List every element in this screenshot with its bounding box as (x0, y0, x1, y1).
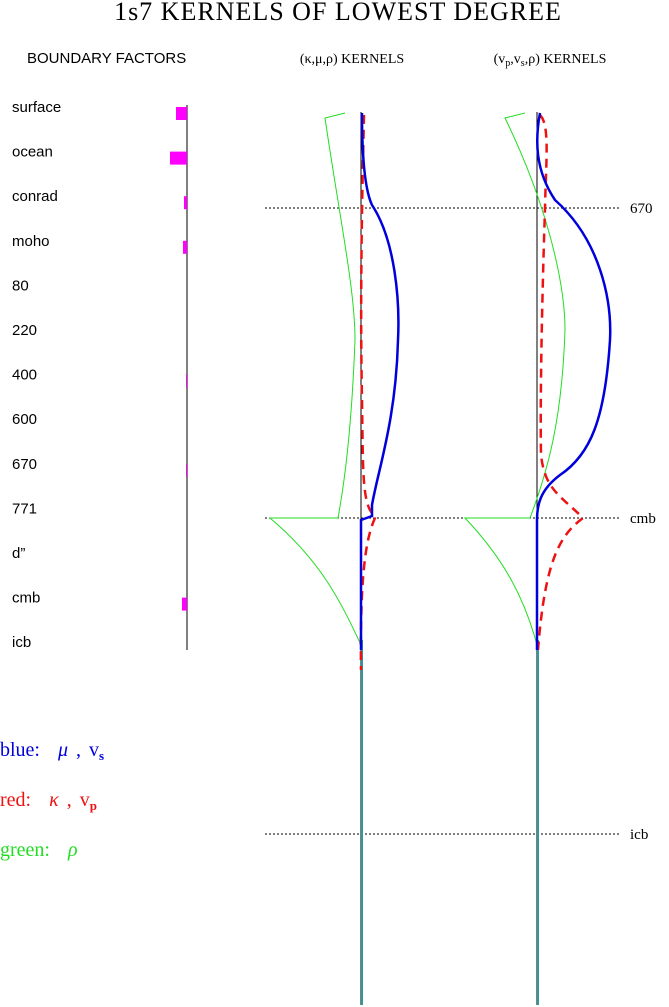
boundary-bar (183, 240, 187, 254)
legend-symbol: μ (57, 739, 68, 761)
boundary-label: ocean (12, 144, 53, 161)
kernels-right (463, 112, 612, 651)
panel-title: (κ,μ,ρ) KERNELS (300, 52, 404, 67)
legend-velocity: v (80, 789, 90, 811)
vp-curve (536, 114, 585, 651)
legend-symbol: ρ (67, 839, 78, 861)
depth-label: 670 (630, 201, 653, 217)
boundary-label: 400 (12, 367, 37, 384)
boundary-label: conrad (12, 188, 58, 205)
boundary-label: 670 (12, 456, 37, 473)
boundary-label: surface (12, 99, 61, 116)
legend-symbol: κ (49, 789, 59, 811)
boundary-bar (176, 107, 187, 120)
depth-label: icb (630, 827, 648, 843)
legend-label: blue: (0, 739, 40, 761)
boundary-bar (186, 374, 187, 388)
mu-curve (359, 112, 400, 650)
boundary-label: 80 (12, 277, 29, 294)
title-part: (v (494, 52, 506, 67)
boundary-label: d” (12, 545, 25, 562)
boundary-label: 771 (12, 500, 37, 517)
rho-curve (268, 112, 362, 646)
title-part: ,ρ) KERNELS (525, 52, 607, 67)
boundary-title: BOUNDARY FACTORS (27, 50, 186, 67)
boundary-bar (184, 196, 187, 210)
title: 1s7 KERNELS OF LOWEST DEGREE (114, 0, 562, 26)
legend-label: green: (0, 839, 50, 861)
title-part: p (505, 58, 510, 69)
boundary-bar (170, 151, 187, 165)
boundary-label: icb (12, 634, 31, 651)
legend-entry: green: ρ (0, 839, 78, 861)
boundary-factors: surface ocean conrad moho 80 220 400 600 670 771 d… (12, 99, 187, 651)
depth-lines (265, 207, 620, 835)
depth-label: cmb (630, 511, 656, 527)
vs-curve (535, 112, 612, 650)
boundary-label: 220 (12, 322, 37, 339)
panel-title: (vp,vs,ρ) KERNELS (494, 52, 607, 69)
boundary-label: cmb (12, 590, 40, 607)
boundary-label: moho (12, 233, 50, 250)
legend-velocity: v (89, 739, 99, 761)
kernels-left (268, 112, 400, 671)
title-part: s (521, 58, 525, 69)
depth-labels: 670 cmb icb (630, 201, 656, 843)
legend-entry: blue: μ, vs (0, 739, 104, 763)
legend-subscript: s (99, 748, 104, 763)
panel-titles: (κ,μ,ρ) KERNELS (vp,vs,ρ) KERNELS (300, 52, 607, 69)
legend-sep: , (67, 789, 72, 811)
legend-label: red: (0, 789, 31, 811)
boundary-bar (186, 463, 187, 477)
legend-entry: red: κ, vp (0, 789, 97, 813)
kappa-curve (359, 114, 377, 671)
title-part: (κ,μ,ρ) KERNELS (300, 52, 404, 67)
legend-subscript: p (90, 798, 97, 813)
boundary-label: 600 (12, 411, 37, 428)
legend-sep: , (76, 739, 81, 761)
boundary-bar (182, 597, 187, 611)
title-part: ,v (510, 52, 521, 67)
